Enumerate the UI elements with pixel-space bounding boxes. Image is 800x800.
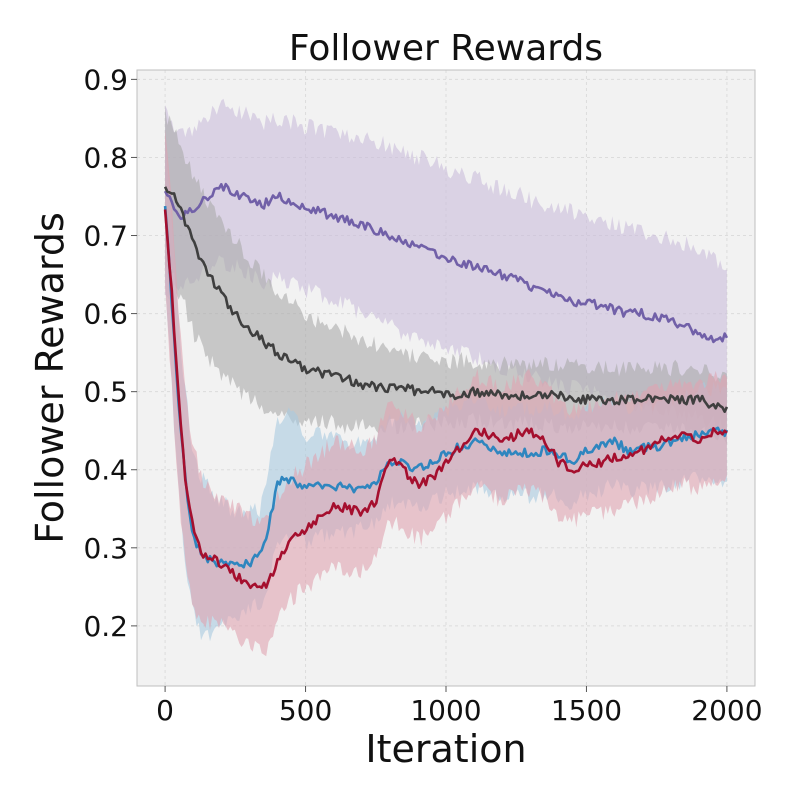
confidence-band-purple: [165, 98, 727, 430]
series-line-red: [163, 209, 728, 590]
confidence-band-red: [165, 129, 727, 657]
series-line-purple: [163, 182, 729, 344]
series-lines: [163, 182, 729, 590]
x-tick-label: 2000: [691, 694, 762, 727]
y-tick-label: 0.2: [83, 610, 128, 643]
y-tick-label: 0.9: [83, 63, 128, 96]
x-tick-label: 500: [279, 694, 332, 727]
x-tick-label: 1500: [551, 694, 622, 727]
y-tick-label: 0.5: [83, 376, 128, 409]
y-tick-label: 0.4: [83, 454, 128, 487]
x-tick-label: 1000: [410, 694, 481, 727]
x-tick-label: 0: [156, 694, 174, 727]
chart-title: Follower Rewards: [289, 28, 603, 69]
y-axis-label: Follower Rewards: [28, 212, 72, 544]
x-axis-label: Iteration: [365, 727, 526, 771]
series-line-gray: [163, 186, 729, 413]
series-line-blue: [163, 205, 729, 569]
y-tick-label: 0.8: [83, 141, 128, 174]
y-tick-label: 0.7: [83, 220, 128, 253]
y-tick-label: 0.3: [83, 532, 128, 565]
axis-ticks: 0 500 1000 1500 2000 0.2 0.3 0.4 0.5 0.6 0.7 0.8 0.9: [83, 63, 762, 727]
confidence-bands: [165, 98, 727, 657]
confidence-band-gray: [165, 106, 727, 445]
y-tick-label: 0.6: [83, 298, 128, 331]
